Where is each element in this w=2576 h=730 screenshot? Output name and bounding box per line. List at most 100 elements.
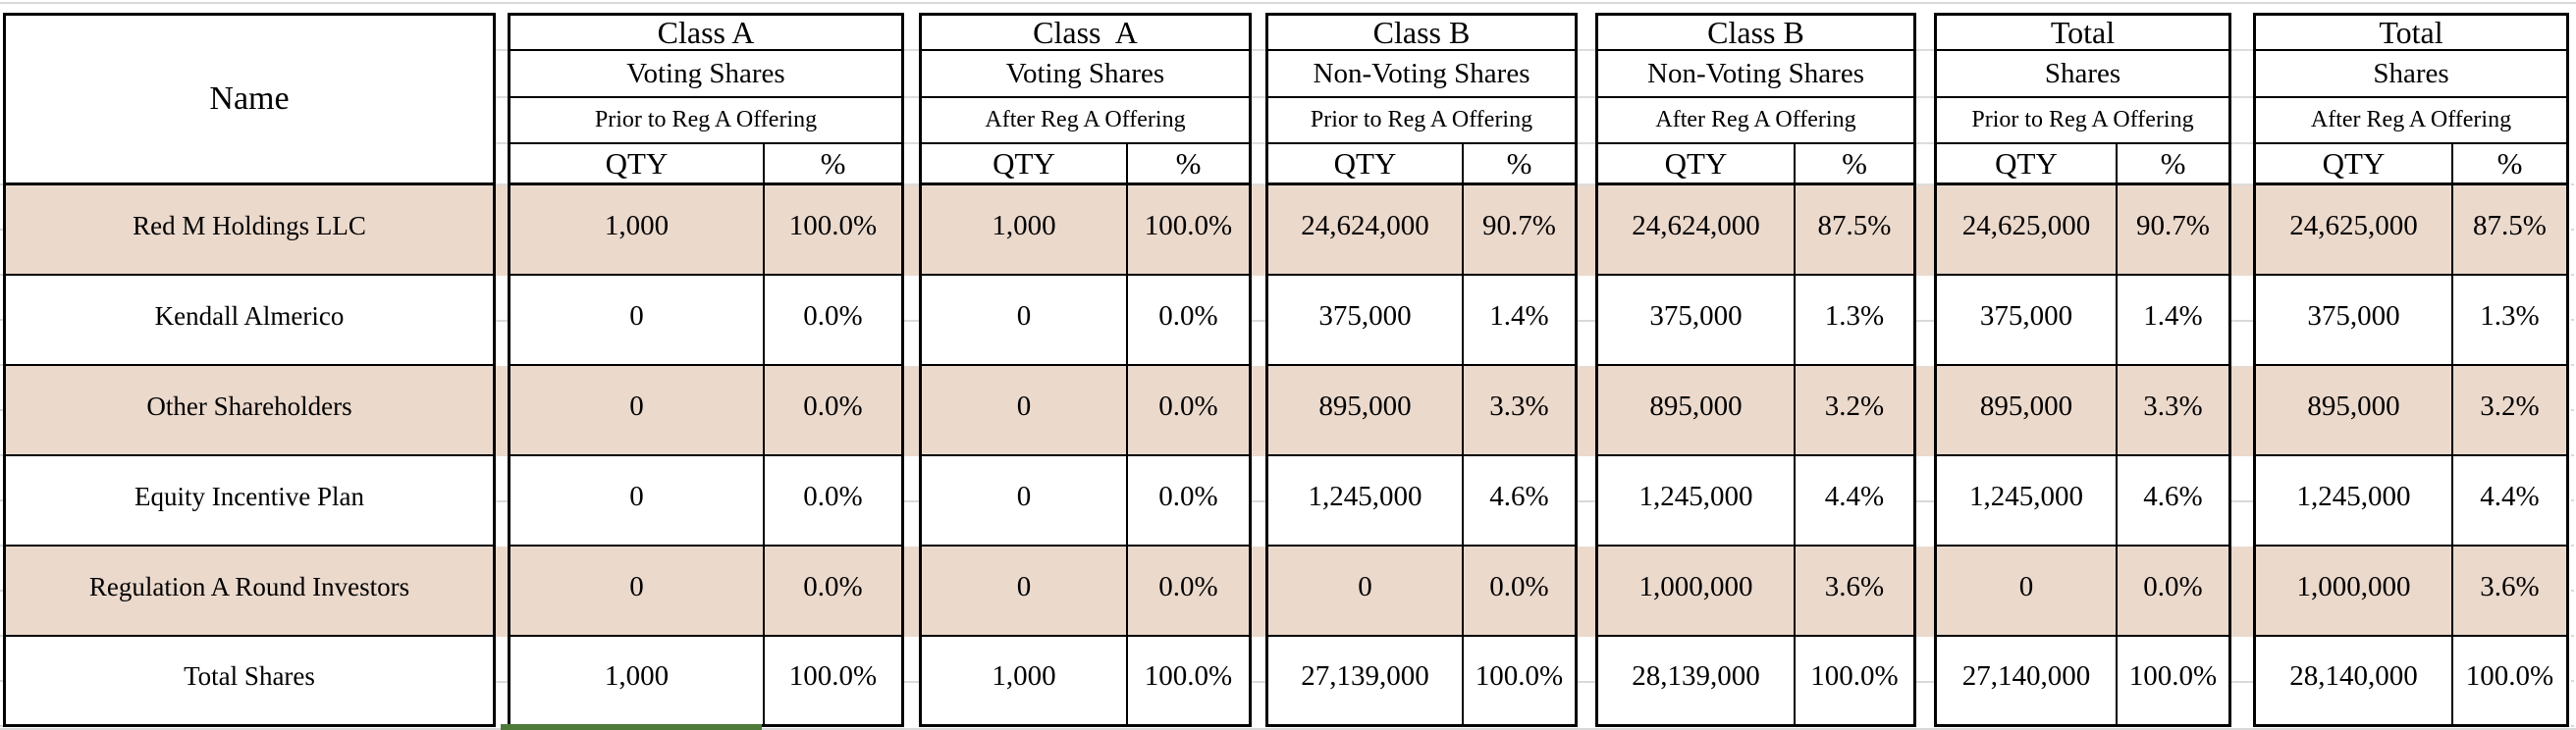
pct-cell[interactable]: 100.0% (1126, 185, 1252, 276)
qty-header-cell[interactable]: QTY (2253, 144, 2451, 185)
pct-cell[interactable]: 100.0% (1462, 637, 1578, 727)
pct-cell[interactable]: 0.0% (1126, 456, 1252, 547)
group-title-cell[interactable]: Class B (1595, 13, 1916, 51)
qty-cell[interactable]: 0 (919, 366, 1126, 456)
group-title-cell[interactable]: Total (1934, 13, 2231, 51)
qty-cell[interactable]: 375,000 (2253, 276, 2451, 366)
qty-cell[interactable]: 0 (919, 547, 1126, 637)
qty-cell[interactable]: 895,000 (2253, 366, 2451, 456)
row-name-cell[interactable]: Kendall Almerico (3, 276, 496, 366)
qty-cell[interactable]: 1,245,000 (2253, 456, 2451, 547)
group-period-cell[interactable]: Prior to Reg A Offering (1265, 98, 1578, 144)
qty-cell[interactable]: 375,000 (1934, 276, 2116, 366)
pct-cell[interactable]: 0.0% (763, 366, 904, 456)
qty-cell[interactable]: 28,140,000 (2253, 637, 2451, 727)
row-name-cell[interactable]: Regulation A Round Investors (3, 547, 496, 637)
pct-cell[interactable]: 100.0% (763, 185, 904, 276)
qty-cell[interactable]: 1,000,000 (1595, 547, 1794, 637)
pct-cell[interactable]: 100.0% (2116, 637, 2231, 727)
group-period-cell[interactable]: After Reg A Offering (2253, 98, 2569, 144)
pct-cell[interactable]: 100.0% (2451, 637, 2569, 727)
pct-header-cell[interactable]: % (2116, 144, 2231, 185)
pct-cell[interactable]: 1.3% (2451, 276, 2569, 366)
group-period-cell[interactable]: Prior to Reg A Offering (1934, 98, 2231, 144)
pct-header-cell[interactable]: % (1462, 144, 1578, 185)
pct-cell[interactable]: 0.0% (1126, 547, 1252, 637)
pct-cell[interactable]: 0.0% (763, 276, 904, 366)
pct-cell[interactable]: 3.3% (2116, 366, 2231, 456)
pct-cell[interactable]: 3.3% (1462, 366, 1578, 456)
pct-cell[interactable]: 3.2% (1794, 366, 1916, 456)
qty-cell[interactable]: 375,000 (1265, 276, 1462, 366)
qty-cell[interactable]: 0 (508, 366, 763, 456)
qty-cell[interactable]: 1,000 (508, 637, 763, 727)
row-name-cell[interactable]: Red M Holdings LLC (3, 185, 496, 276)
pct-cell[interactable]: 0.0% (763, 547, 904, 637)
qty-header-cell[interactable]: QTY (919, 144, 1126, 185)
pct-cell[interactable]: 4.6% (2116, 456, 2231, 547)
qty-cell[interactable]: 1,000 (508, 185, 763, 276)
pct-cell[interactable]: 87.5% (1794, 185, 1916, 276)
qty-cell[interactable]: 0 (1265, 547, 1462, 637)
qty-cell[interactable]: 895,000 (1934, 366, 2116, 456)
pct-cell[interactable]: 100.0% (1126, 637, 1252, 727)
qty-cell[interactable]: 28,139,000 (1595, 637, 1794, 727)
qty-header-cell[interactable]: QTY (1595, 144, 1794, 185)
pct-cell[interactable]: 0.0% (1462, 547, 1578, 637)
group-period-cell[interactable]: After Reg A Offering (919, 98, 1252, 144)
pct-header-cell[interactable]: % (1126, 144, 1252, 185)
pct-cell[interactable]: 100.0% (763, 637, 904, 727)
qty-cell[interactable]: 1,245,000 (1934, 456, 2116, 547)
group-title-cell[interactable]: Class A (919, 13, 1252, 51)
qty-cell[interactable]: 0 (919, 456, 1126, 547)
pct-cell[interactable]: 4.4% (2451, 456, 2569, 547)
qty-cell[interactable]: 1,000 (919, 185, 1126, 276)
qty-cell[interactable]: 895,000 (1595, 366, 1794, 456)
group-title-cell[interactable]: Class A (508, 13, 904, 51)
qty-cell[interactable]: 24,625,000 (2253, 185, 2451, 276)
row-name-cell[interactable]: Equity Incentive Plan (3, 456, 496, 547)
group-subtitle-cell[interactable]: Shares (1934, 51, 2231, 98)
pct-cell[interactable]: 3.2% (2451, 366, 2569, 456)
group-subtitle-cell[interactable]: Non-Voting Shares (1595, 51, 1916, 98)
row-name-cell[interactable]: Other Shareholders (3, 366, 496, 456)
qty-cell[interactable]: 1,245,000 (1265, 456, 1462, 547)
qty-cell[interactable]: 27,140,000 (1934, 637, 2116, 727)
group-period-cell[interactable]: Prior to Reg A Offering (508, 98, 904, 144)
qty-cell[interactable]: 24,624,000 (1595, 185, 1794, 276)
pct-cell[interactable]: 87.5% (2451, 185, 2569, 276)
pct-header-cell[interactable]: % (2451, 144, 2569, 185)
group-title-cell[interactable]: Class B (1265, 13, 1578, 51)
qty-cell[interactable]: 0 (1934, 547, 2116, 637)
qty-cell[interactable]: 27,139,000 (1265, 637, 1462, 727)
pct-cell[interactable]: 3.6% (1794, 547, 1916, 637)
pct-header-cell[interactable]: % (763, 144, 904, 185)
qty-cell[interactable]: 0 (508, 547, 763, 637)
pct-cell[interactable]: 100.0% (1794, 637, 1916, 727)
pct-cell[interactable]: 90.7% (1462, 185, 1578, 276)
qty-cell[interactable]: 1,000,000 (2253, 547, 2451, 637)
pct-cell[interactable]: 4.4% (1794, 456, 1916, 547)
group-subtitle-cell[interactable]: Voting Shares (919, 51, 1252, 98)
qty-header-cell[interactable]: QTY (508, 144, 763, 185)
pct-cell[interactable]: 0.0% (2116, 547, 2231, 637)
qty-header-cell[interactable]: QTY (1265, 144, 1462, 185)
pct-cell[interactable]: 0.0% (763, 456, 904, 547)
pct-cell[interactable]: 1.3% (1794, 276, 1916, 366)
group-subtitle-cell[interactable]: Voting Shares (508, 51, 904, 98)
pct-cell[interactable]: 0.0% (1126, 276, 1252, 366)
group-subtitle-cell[interactable]: Non-Voting Shares (1265, 51, 1578, 98)
pct-cell[interactable]: 1.4% (2116, 276, 2231, 366)
qty-cell[interactable]: 375,000 (1595, 276, 1794, 366)
qty-cell[interactable]: 0 (508, 276, 763, 366)
pct-cell[interactable]: 90.7% (2116, 185, 2231, 276)
qty-cell[interactable]: 0 (508, 456, 763, 547)
group-subtitle-cell[interactable]: Shares (2253, 51, 2569, 98)
qty-cell[interactable]: 1,000 (919, 637, 1126, 727)
pct-header-cell[interactable]: % (1794, 144, 1916, 185)
qty-cell[interactable]: 0 (919, 276, 1126, 366)
row-name-cell[interactable]: Total Shares (3, 637, 496, 727)
group-period-cell[interactable]: After Reg A Offering (1595, 98, 1916, 144)
pct-cell[interactable]: 0.0% (1126, 366, 1252, 456)
pct-cell[interactable]: 3.6% (2451, 547, 2569, 637)
